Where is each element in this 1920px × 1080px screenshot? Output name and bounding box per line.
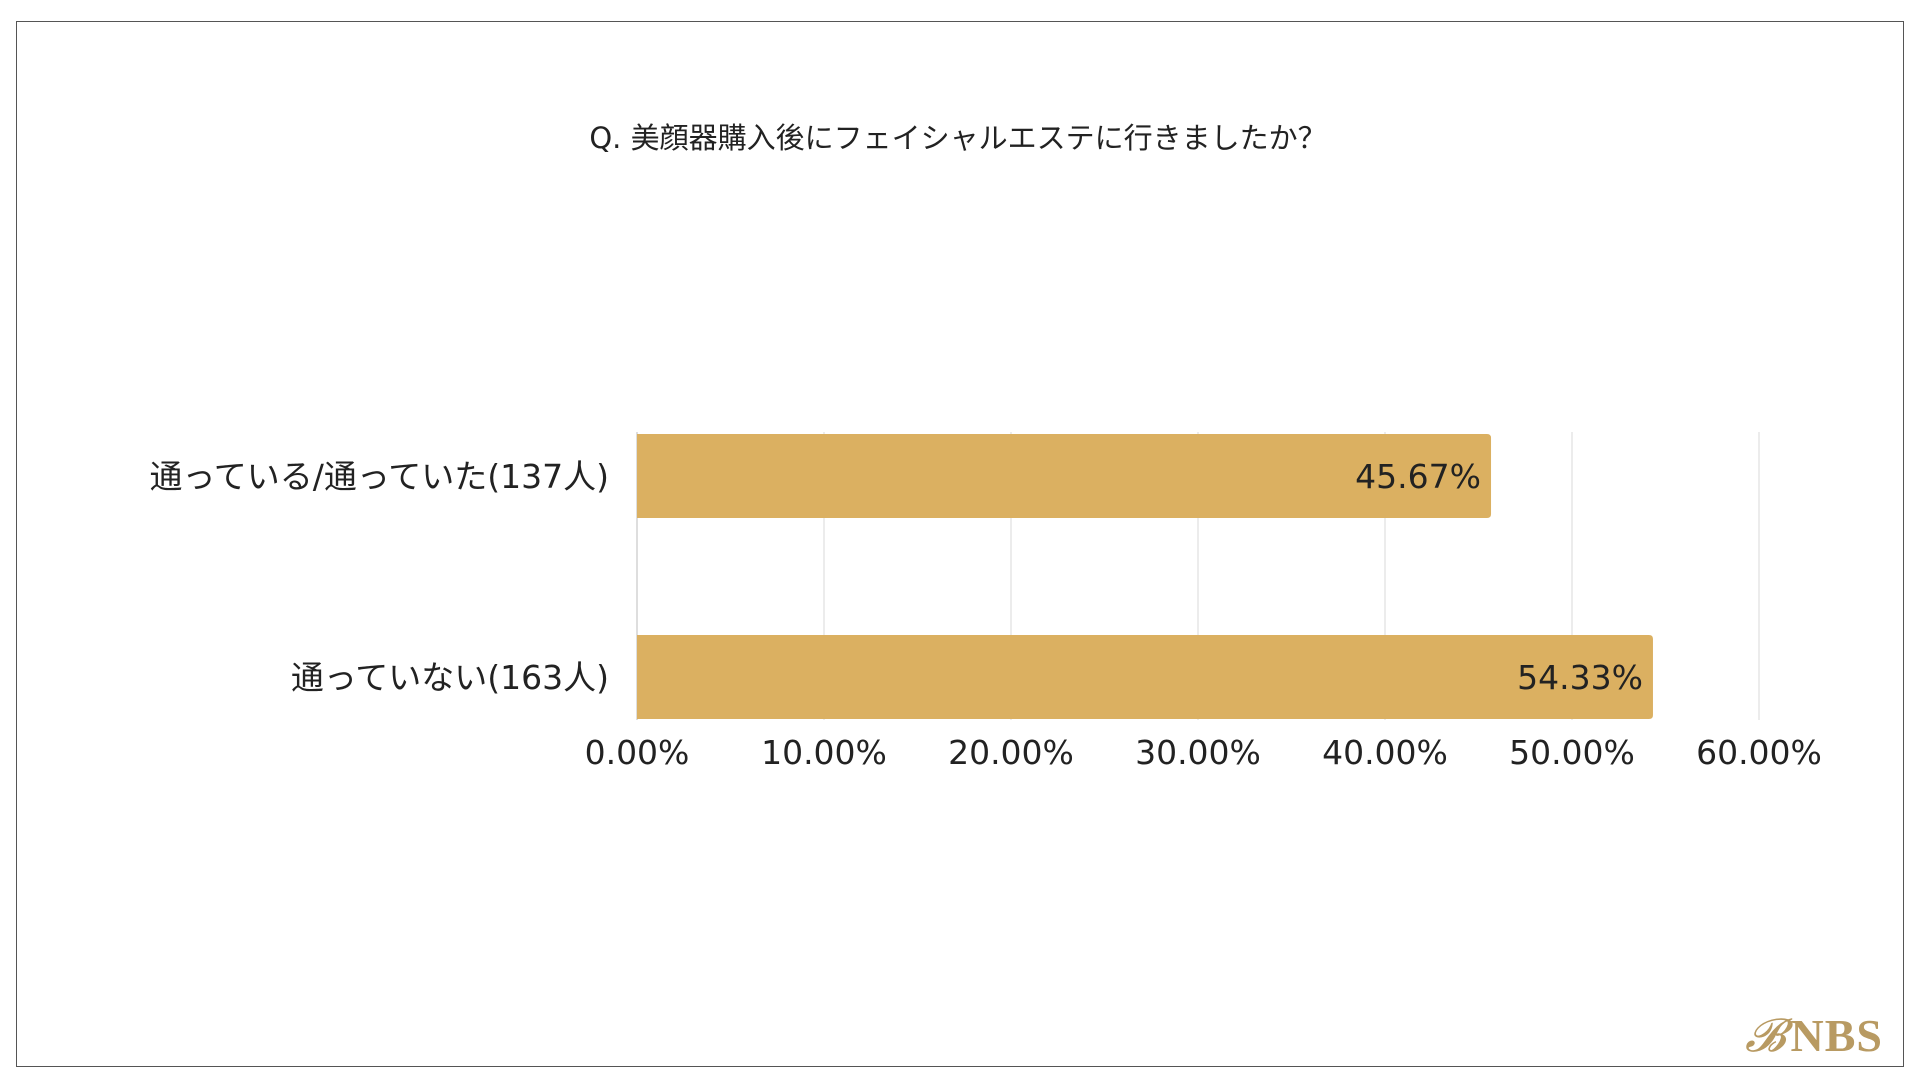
nbs-logo: 𝓑NBS [1745, 1009, 1883, 1064]
x-tick-label: 40.00% [1322, 733, 1448, 772]
x-tick-label: 10.00% [761, 733, 887, 772]
x-tick-labels: 0.00% 10.00% 20.00% 30.00% 40.00% 50.00% 60.00… [585, 733, 1822, 772]
category-labels: 通っている/通っていた(137人) 通っていない(163人) [149, 457, 609, 697]
category-label: 通っている/通っていた(137人) [149, 457, 609, 496]
x-tick-label: 0.00% [585, 733, 690, 772]
bar [637, 635, 1653, 719]
value-label: 45.67% [1355, 457, 1481, 496]
chart-title: Q. 美顔器購入後にフェイシャルエステに行きましたか？ [589, 121, 1326, 155]
logo-mark: 𝓑 [1744, 1010, 1787, 1061]
bars [637, 434, 1653, 719]
value-label: 54.33% [1517, 658, 1643, 697]
x-tick-label: 60.00% [1696, 733, 1822, 772]
x-tick-label: 50.00% [1509, 733, 1635, 772]
bar [637, 434, 1492, 518]
x-tick-label: 20.00% [948, 733, 1074, 772]
chart-frame: Q. 美顔器購入後にフェイシャルエステに行きましたか？ 通っている/通っていた(… [16, 21, 1904, 1067]
logo-text: NBS [1790, 1010, 1883, 1061]
bar-chart: Q. 美顔器購入後にフェイシャルエステに行きましたか？ 通っている/通っていた(… [149, 121, 1822, 772]
category-label: 通っていない(163人) [291, 658, 609, 697]
x-tick-label: 30.00% [1135, 733, 1261, 772]
value-labels: 45.67% 54.33% [1355, 457, 1643, 697]
